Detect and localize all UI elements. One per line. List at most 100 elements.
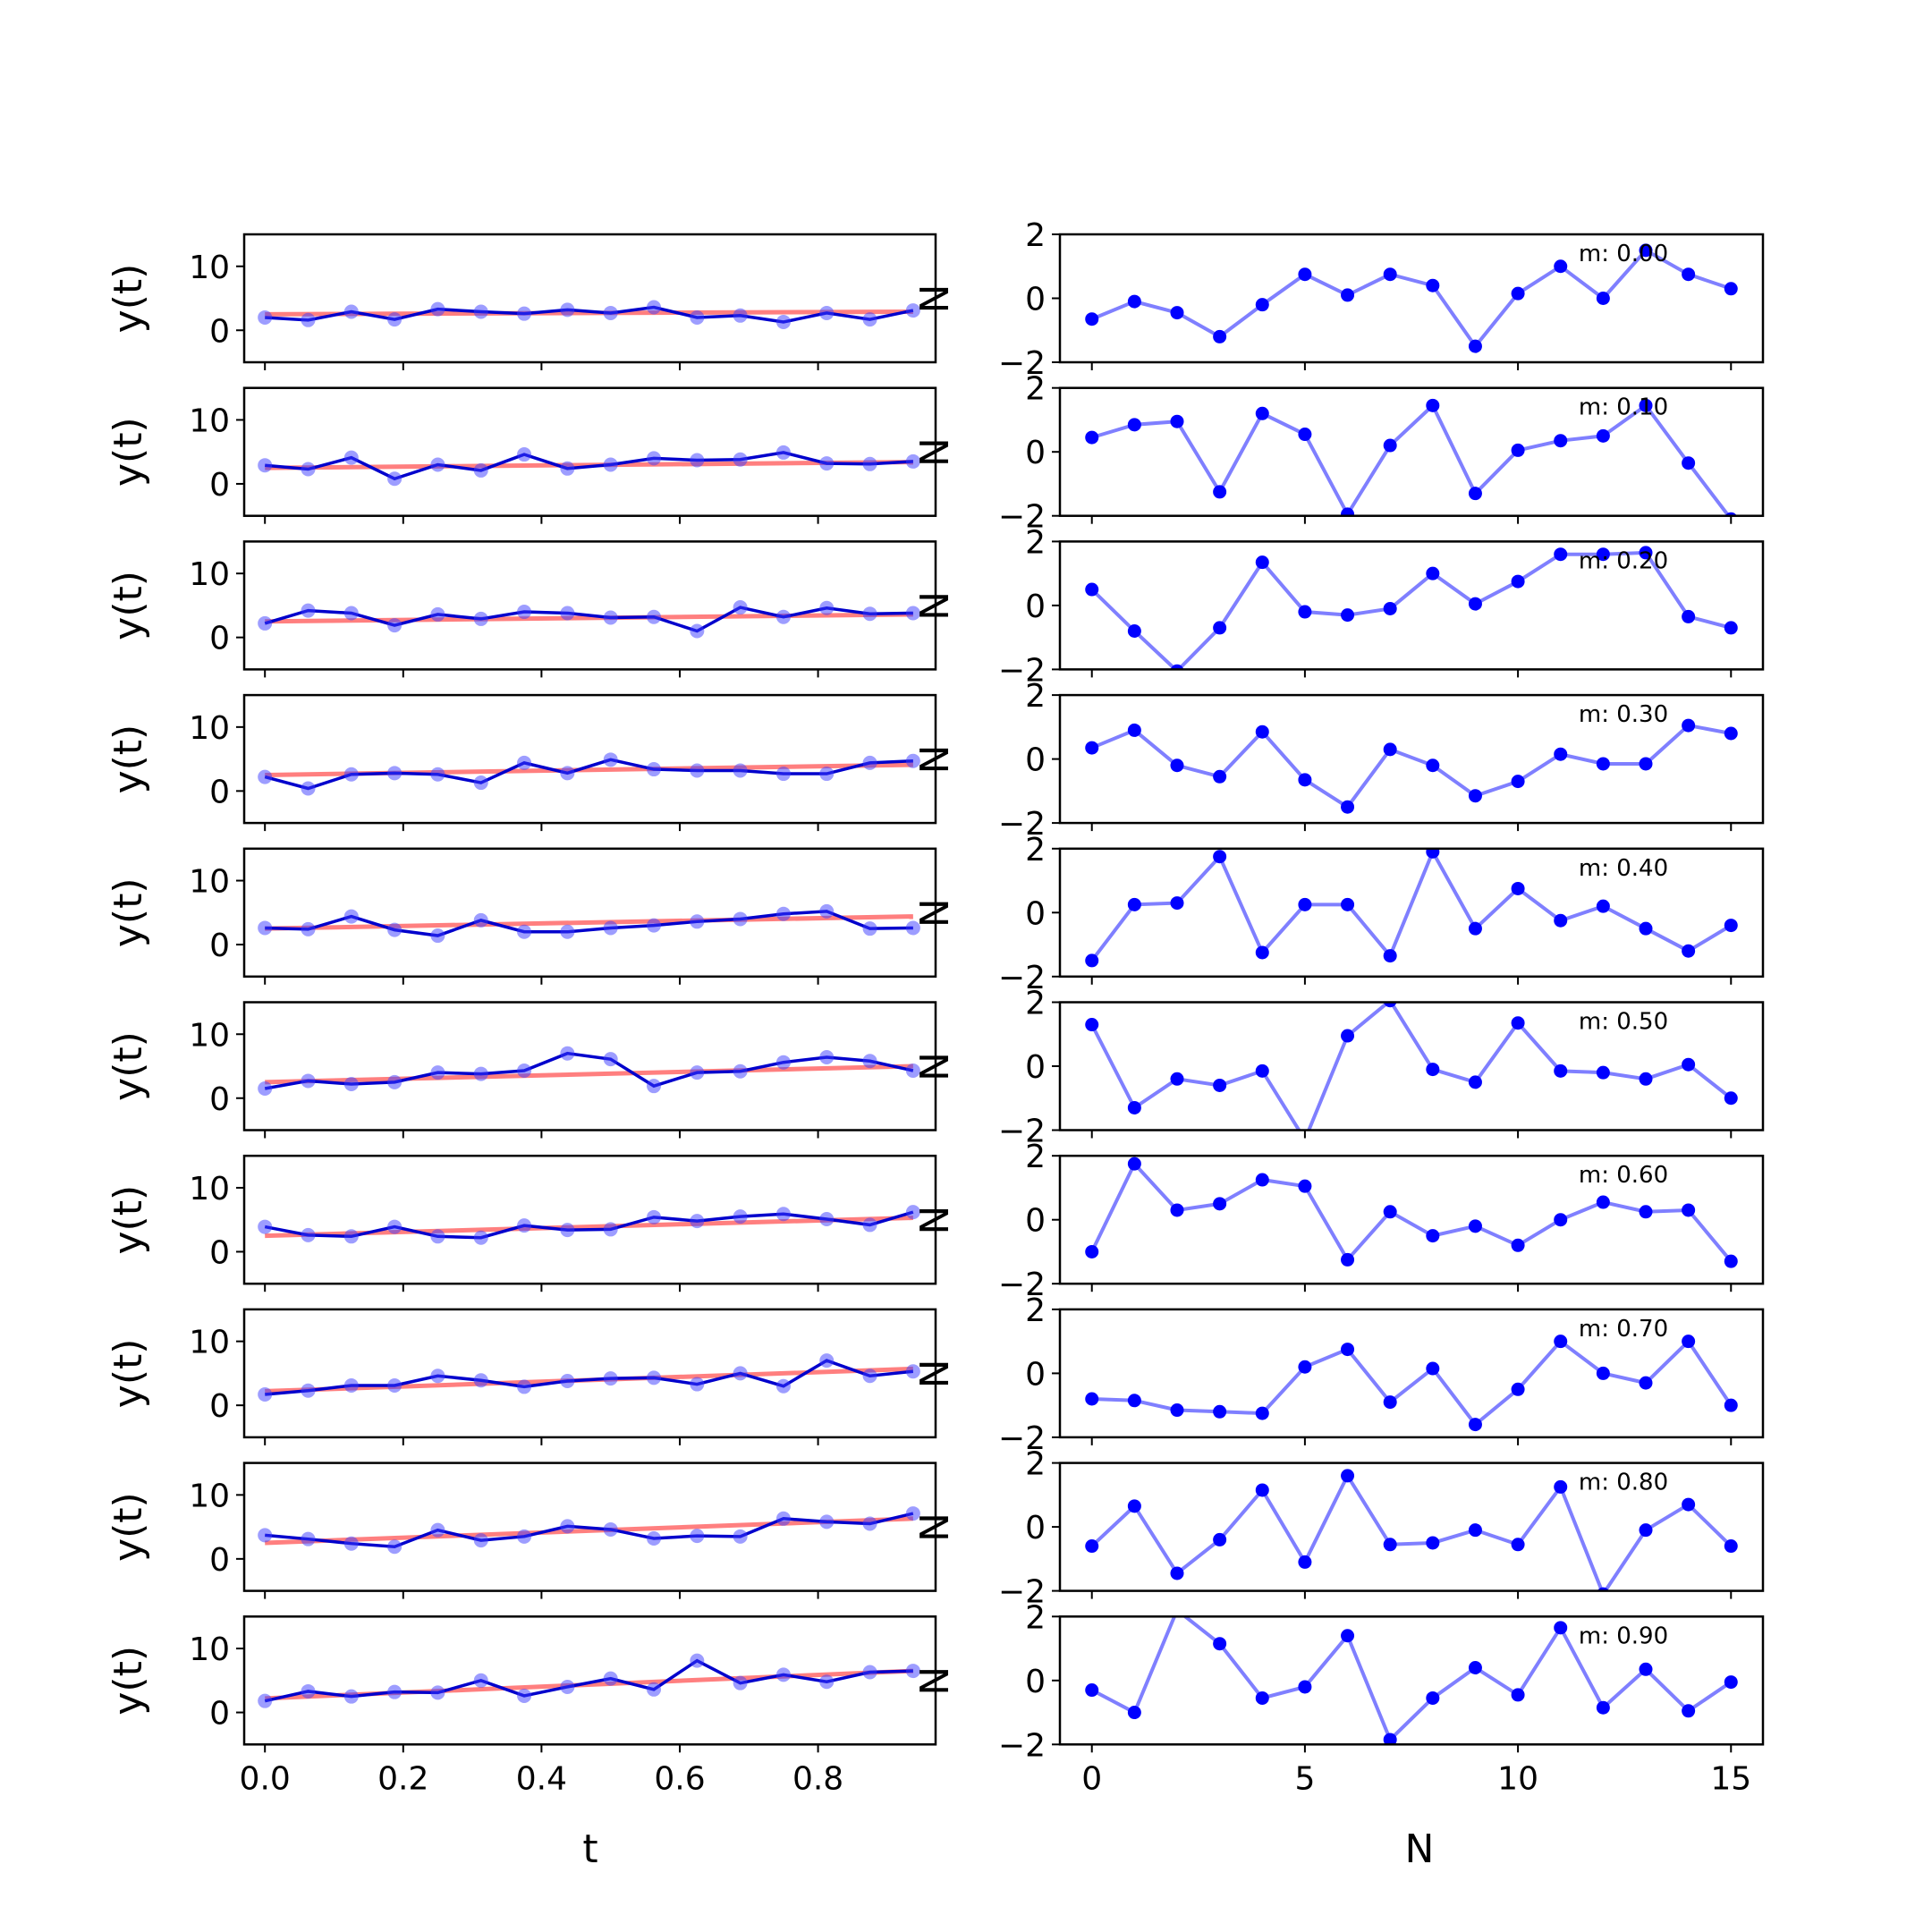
data-point (1085, 582, 1099, 597)
data-point (862, 312, 877, 327)
left-axes-frame (242, 1001, 937, 1131)
right-panel-8: −2 0 2 Nm: 0.80 (912, 1446, 1765, 1611)
data-line (264, 606, 913, 633)
data-line (1089, 1160, 1733, 1263)
left-panel-1: 0 10 y(t) (106, 386, 937, 524)
left-plot-area-7 (258, 1353, 920, 1402)
data-point (517, 1218, 532, 1233)
data-point (258, 1693, 273, 1708)
data-point (1127, 723, 1141, 737)
data-point (1298, 897, 1312, 911)
y-tick-label: 0 (209, 1388, 230, 1425)
right-plot-area-9 (1085, 1616, 1738, 1745)
x-tick-label: 0.4 (516, 1760, 567, 1797)
left-panel-8: 0 10 y(t) (106, 1462, 937, 1599)
data-point (343, 1536, 359, 1551)
data-line (265, 1359, 914, 1396)
data-point (862, 1054, 877, 1069)
data-point (1341, 1629, 1355, 1643)
data-point (690, 1377, 705, 1392)
data-point (1174, 1616, 1180, 1617)
data-point (733, 600, 748, 615)
left-axes-frame (242, 1308, 937, 1439)
data-point (430, 928, 445, 944)
data-point (1468, 1523, 1482, 1538)
data-point (733, 452, 748, 467)
data-line (264, 758, 913, 791)
data-point (1213, 850, 1227, 864)
data-point (517, 1379, 532, 1394)
data-point (775, 314, 791, 329)
data-point (473, 775, 488, 791)
data-point (733, 1675, 748, 1690)
data-point (862, 1217, 877, 1233)
data-point (387, 618, 402, 633)
left-panel-6: 0 10 y(t) (106, 1154, 937, 1292)
right-ylabel: N (912, 1359, 958, 1388)
data-point (1298, 1680, 1312, 1694)
data-point (1426, 848, 1440, 859)
data-point (1511, 881, 1525, 895)
data-point (1468, 597, 1482, 611)
data-point (301, 1531, 316, 1546)
right-panel-3: −2 0 2 Nm: 0.30 (912, 678, 1765, 843)
y-tick-label: −2 (998, 960, 1046, 996)
left-panel-9: 0 10 0.0 0.2 0.4 0.6 0.8 y(t) (106, 1615, 937, 1797)
right-ylabel: N (912, 1666, 958, 1696)
x-tick-label: 10 (1497, 1760, 1538, 1797)
y-tick-label: 2 (1025, 524, 1046, 561)
data-point (430, 457, 445, 472)
data-point (258, 615, 273, 631)
left-axes-frame (242, 233, 937, 364)
data-point (1468, 1418, 1482, 1432)
data-point (1724, 1091, 1738, 1106)
data-point (733, 763, 748, 778)
data-point (1639, 398, 1653, 412)
data-line (265, 910, 913, 937)
data-point (387, 1377, 402, 1393)
data-point (690, 1529, 705, 1544)
data-point (603, 1671, 618, 1686)
data-point (387, 766, 402, 781)
data-point (517, 1063, 532, 1079)
data-point (1383, 949, 1397, 963)
data-point (1170, 414, 1184, 428)
data-point (1596, 1366, 1610, 1380)
left-plot-area-5 (258, 1046, 920, 1097)
right-plot-area-3 (1085, 718, 1738, 814)
data-point (430, 1065, 445, 1080)
data-point (733, 1366, 748, 1381)
data-point (1255, 298, 1269, 312)
data-point (1213, 621, 1227, 635)
data-point (1724, 726, 1738, 741)
data-point (1639, 1072, 1653, 1086)
data-point (1298, 773, 1312, 787)
data-point (343, 1077, 359, 1092)
data-point (387, 1074, 402, 1089)
right-panel-1: −2 0 2 Nm: 0.10 (912, 371, 1765, 536)
data-point (1554, 434, 1568, 448)
data-line (265, 451, 913, 481)
data-point (1341, 800, 1355, 814)
data-point (647, 1530, 662, 1546)
data-point (301, 921, 316, 936)
left-axes-frame (242, 1154, 937, 1285)
data-point (1426, 1361, 1440, 1376)
data-point (517, 306, 532, 321)
fit-line (265, 1063, 913, 1085)
data-point (258, 920, 273, 936)
data-point (862, 1368, 877, 1384)
data-point (862, 921, 877, 936)
data-point (473, 1533, 488, 1548)
data-point (1127, 294, 1141, 309)
data-point (1383, 1002, 1397, 1008)
data-point (387, 471, 402, 487)
right-column: −2 0 2 Nm: 0.00 −2 0 2 Nm: 0.10 −2 0 2 Nm: 0.20 −2 0 2… (912, 217, 1765, 1797)
data-point (1127, 418, 1141, 432)
data-point (905, 606, 920, 621)
data-point (647, 918, 662, 933)
data-point (647, 300, 662, 315)
data-point (1383, 742, 1397, 757)
data-point (862, 1516, 877, 1531)
left-panel-4: 0 10 y(t) (106, 847, 937, 985)
